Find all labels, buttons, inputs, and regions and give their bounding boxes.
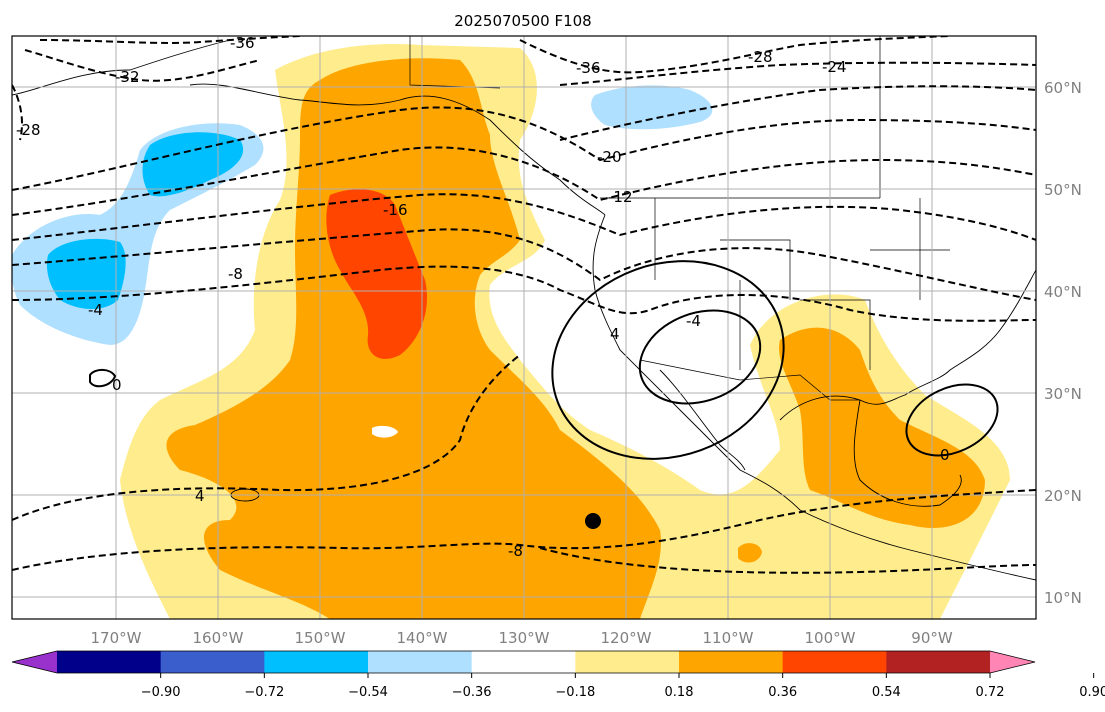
contour-layer bbox=[12, 36, 1036, 574]
lat-label: 10°N bbox=[1044, 589, 1082, 607]
lon-label: 110°W bbox=[703, 629, 754, 647]
colorbar-segment bbox=[679, 651, 784, 673]
colorbar: −0.90 −0.72 −0.54 −0.36 −0.18 0.18 0.36 0.54 0.7… bbox=[11, 650, 1105, 700]
contour-label: 4 bbox=[610, 325, 620, 343]
colorbar-segment bbox=[471, 651, 576, 673]
colorbar-tick-label: 0.90 bbox=[1079, 685, 1105, 700]
colorbar-tick-label: 0.72 bbox=[976, 685, 1005, 700]
state-lines bbox=[654, 198, 950, 370]
map-frame bbox=[11, 35, 1037, 620]
contour-label: 4 bbox=[195, 487, 205, 505]
lon-label: 140°W bbox=[397, 629, 448, 647]
contour-label: -28 bbox=[16, 121, 41, 139]
colorbar-outline bbox=[11, 650, 1036, 674]
lon-label: 120°W bbox=[601, 629, 652, 647]
lat-labels: 60°N 50°N 40°N 30°N 20°N 10°N bbox=[1044, 79, 1082, 607]
lon-label: 170°W bbox=[91, 629, 142, 647]
colorbar-tick-label: −0.90 bbox=[141, 685, 181, 700]
contour-label: -36 bbox=[576, 59, 601, 77]
lon-label: 100°W bbox=[805, 629, 856, 647]
lon-labels: 170°W 160°W 150°W 140°W 130°W 120°W 110°… bbox=[91, 629, 953, 647]
lon-label: 130°W bbox=[499, 629, 550, 647]
lat-label: 40°N bbox=[1044, 283, 1082, 301]
contour-label: -12 bbox=[608, 188, 633, 206]
colorbar-tick-label: −0.72 bbox=[244, 685, 284, 700]
contour-label: -16 bbox=[383, 201, 408, 219]
colorbar-segment bbox=[57, 651, 162, 673]
colorbar-tick-label: 0.54 bbox=[872, 685, 901, 700]
mexico-coast bbox=[853, 399, 962, 507]
colorbar-tick-label: −0.18 bbox=[555, 685, 595, 700]
colorbar-tick-label: −0.54 bbox=[348, 685, 388, 700]
contour-labels: -36 -32 -28 -36 -28 -24 -20 -16 -12 -8 -… bbox=[16, 34, 950, 560]
negative-weak-region-north bbox=[591, 85, 713, 130]
contour-label: -24 bbox=[822, 58, 847, 76]
colorbar-extend-max bbox=[990, 651, 1035, 673]
lon-label: 90°W bbox=[911, 629, 953, 647]
colorbar-segment bbox=[886, 651, 991, 673]
us-mexico-border bbox=[639, 359, 860, 401]
shading-layer bbox=[12, 44, 1010, 619]
contour-label: -32 bbox=[115, 68, 140, 86]
colorbar-tick-label: 0.36 bbox=[768, 685, 797, 700]
contour-label: -28 bbox=[748, 48, 773, 66]
contour-label: -4 bbox=[88, 301, 103, 319]
contour-label: 0 bbox=[940, 446, 950, 464]
lat-label: 30°N bbox=[1044, 385, 1082, 403]
colorbar-tick-label: 0.18 bbox=[665, 685, 694, 700]
colorbar-segment bbox=[264, 651, 369, 673]
marker-dot bbox=[585, 513, 601, 529]
white-hole bbox=[372, 425, 398, 438]
lat-label: 20°N bbox=[1044, 487, 1082, 505]
positive-contour-0 bbox=[551, 260, 785, 460]
contour-label: -4 bbox=[686, 312, 701, 330]
positive-mid-region-small bbox=[738, 543, 762, 563]
colorbar-extend-min bbox=[12, 651, 57, 673]
positive-contour-4 bbox=[638, 309, 762, 405]
map-title: 2025070500 F108 bbox=[454, 12, 591, 30]
colorbar-segment bbox=[575, 651, 680, 673]
contour-label: -8 bbox=[228, 265, 243, 283]
north-america-west-coast bbox=[592, 214, 1036, 581]
lat-label: 50°N bbox=[1044, 181, 1082, 199]
lon-label: 150°W bbox=[295, 629, 346, 647]
colorbar-segment bbox=[368, 651, 473, 673]
contour-label: -8 bbox=[508, 542, 523, 560]
positive-mid-region-mexico bbox=[779, 327, 985, 528]
alaska-coast bbox=[12, 39, 606, 216]
contour-label: 0 bbox=[112, 376, 122, 394]
contour-label: -20 bbox=[597, 148, 622, 166]
contour-label: -36 bbox=[230, 34, 255, 52]
colorbar-segment bbox=[782, 651, 887, 673]
colorbar-segment bbox=[160, 651, 265, 673]
baja-coast bbox=[659, 369, 746, 471]
lon-label: 160°W bbox=[193, 629, 244, 647]
gulf-coast bbox=[779, 269, 1036, 421]
positive-contour-gulf bbox=[905, 383, 999, 457]
lat-label: 60°N bbox=[1044, 79, 1082, 97]
colorbar-tick-label: −0.36 bbox=[452, 685, 492, 700]
